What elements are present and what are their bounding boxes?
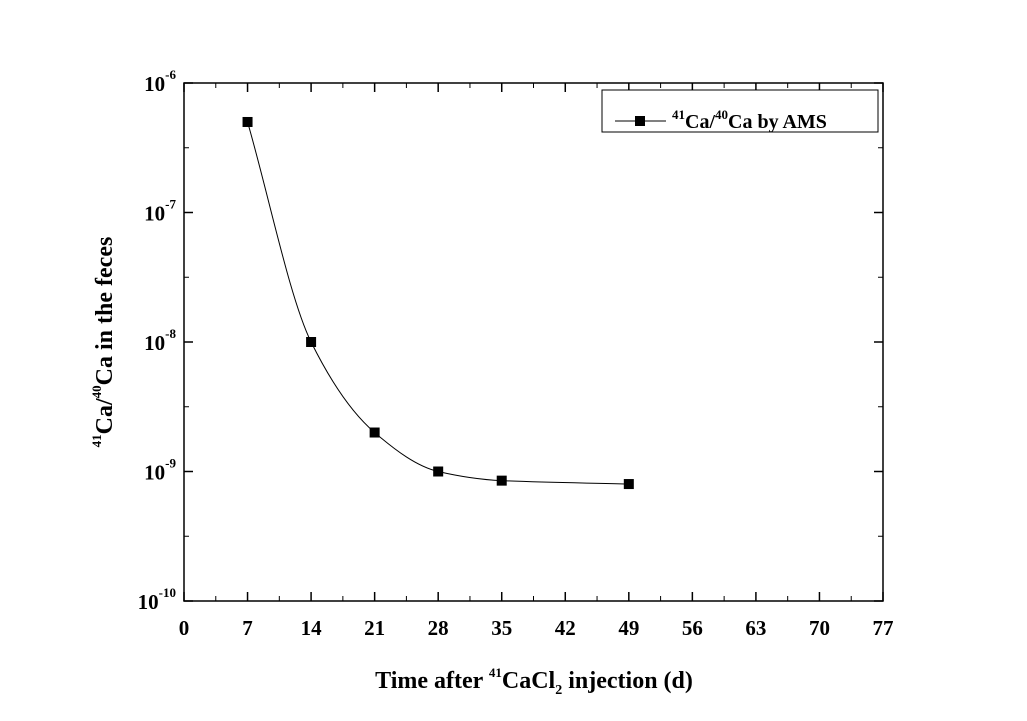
xlabel-prefix: Time after bbox=[375, 668, 489, 694]
ylabel-sup2: 40 bbox=[89, 385, 104, 398]
x-tick-label: 35 bbox=[491, 616, 512, 640]
y-axis-title: 41Ca/40Ca in the feces bbox=[89, 237, 118, 448]
y-tick-label: 10-9 bbox=[144, 456, 176, 485]
data-point bbox=[369, 427, 380, 438]
xlabel-suffix: injection (d) bbox=[562, 668, 693, 694]
y-tick-label: 10-6 bbox=[144, 67, 176, 96]
data-point bbox=[433, 466, 444, 477]
y-tick-label: 10-10 bbox=[138, 585, 176, 614]
data-point bbox=[306, 337, 317, 347]
legend-sup1: 41 bbox=[672, 107, 685, 122]
ylabel-suffix: Ca in the feces bbox=[92, 237, 118, 386]
data-points bbox=[242, 116, 634, 490]
y-tick-label: 10-7 bbox=[144, 197, 176, 226]
x-tick-labels: 0 7 14 21 28 35 42 49 56 63 70 77 bbox=[179, 616, 894, 640]
data-point bbox=[623, 479, 634, 490]
x-tick-label: 42 bbox=[555, 616, 576, 640]
tick-marks bbox=[183, 82, 884, 602]
x-tick-label: 49 bbox=[618, 616, 639, 640]
ylabel-mid: Ca/ bbox=[92, 398, 118, 434]
x-tick-label: 14 bbox=[301, 616, 323, 640]
xlabel-sup: 41 bbox=[489, 665, 502, 680]
xlabel-sub: 2 bbox=[555, 683, 562, 698]
legend-mid: Ca/ bbox=[685, 111, 715, 133]
legend-box bbox=[601, 89, 879, 133]
x-tick-label: 0 bbox=[179, 616, 190, 640]
x-axis-title: Time after 41CaCl2 injection (d) bbox=[375, 665, 693, 698]
legend-suffix: Ca by AMS bbox=[728, 111, 827, 133]
ylabel-sup1: 41 bbox=[89, 434, 104, 447]
legend-sup2: 40 bbox=[715, 107, 728, 122]
plot-frame bbox=[183, 82, 884, 602]
xlabel-mid: CaCl bbox=[502, 668, 556, 694]
fit-curve bbox=[247, 121, 629, 485]
x-tick-label: 28 bbox=[428, 616, 449, 640]
x-tick-label: 7 bbox=[242, 616, 253, 640]
data-point bbox=[496, 475, 507, 486]
legend-label: 41Ca/40Ca by AMS bbox=[672, 107, 827, 133]
legend: 41Ca/40Ca by AMS bbox=[601, 89, 879, 133]
x-tick-label: 70 bbox=[809, 616, 830, 640]
x-tick-label: 21 bbox=[364, 616, 385, 640]
x-tick-label: 77 bbox=[873, 616, 894, 640]
data-point bbox=[242, 116, 253, 127]
y-tick-labels: 10-6 10-7 10-8 10-9 10-10 bbox=[138, 67, 177, 614]
legend-marker bbox=[635, 116, 645, 126]
x-tick-label: 63 bbox=[745, 616, 766, 640]
x-tick-label: 56 bbox=[682, 616, 703, 640]
y-tick-label: 10-8 bbox=[144, 326, 176, 355]
